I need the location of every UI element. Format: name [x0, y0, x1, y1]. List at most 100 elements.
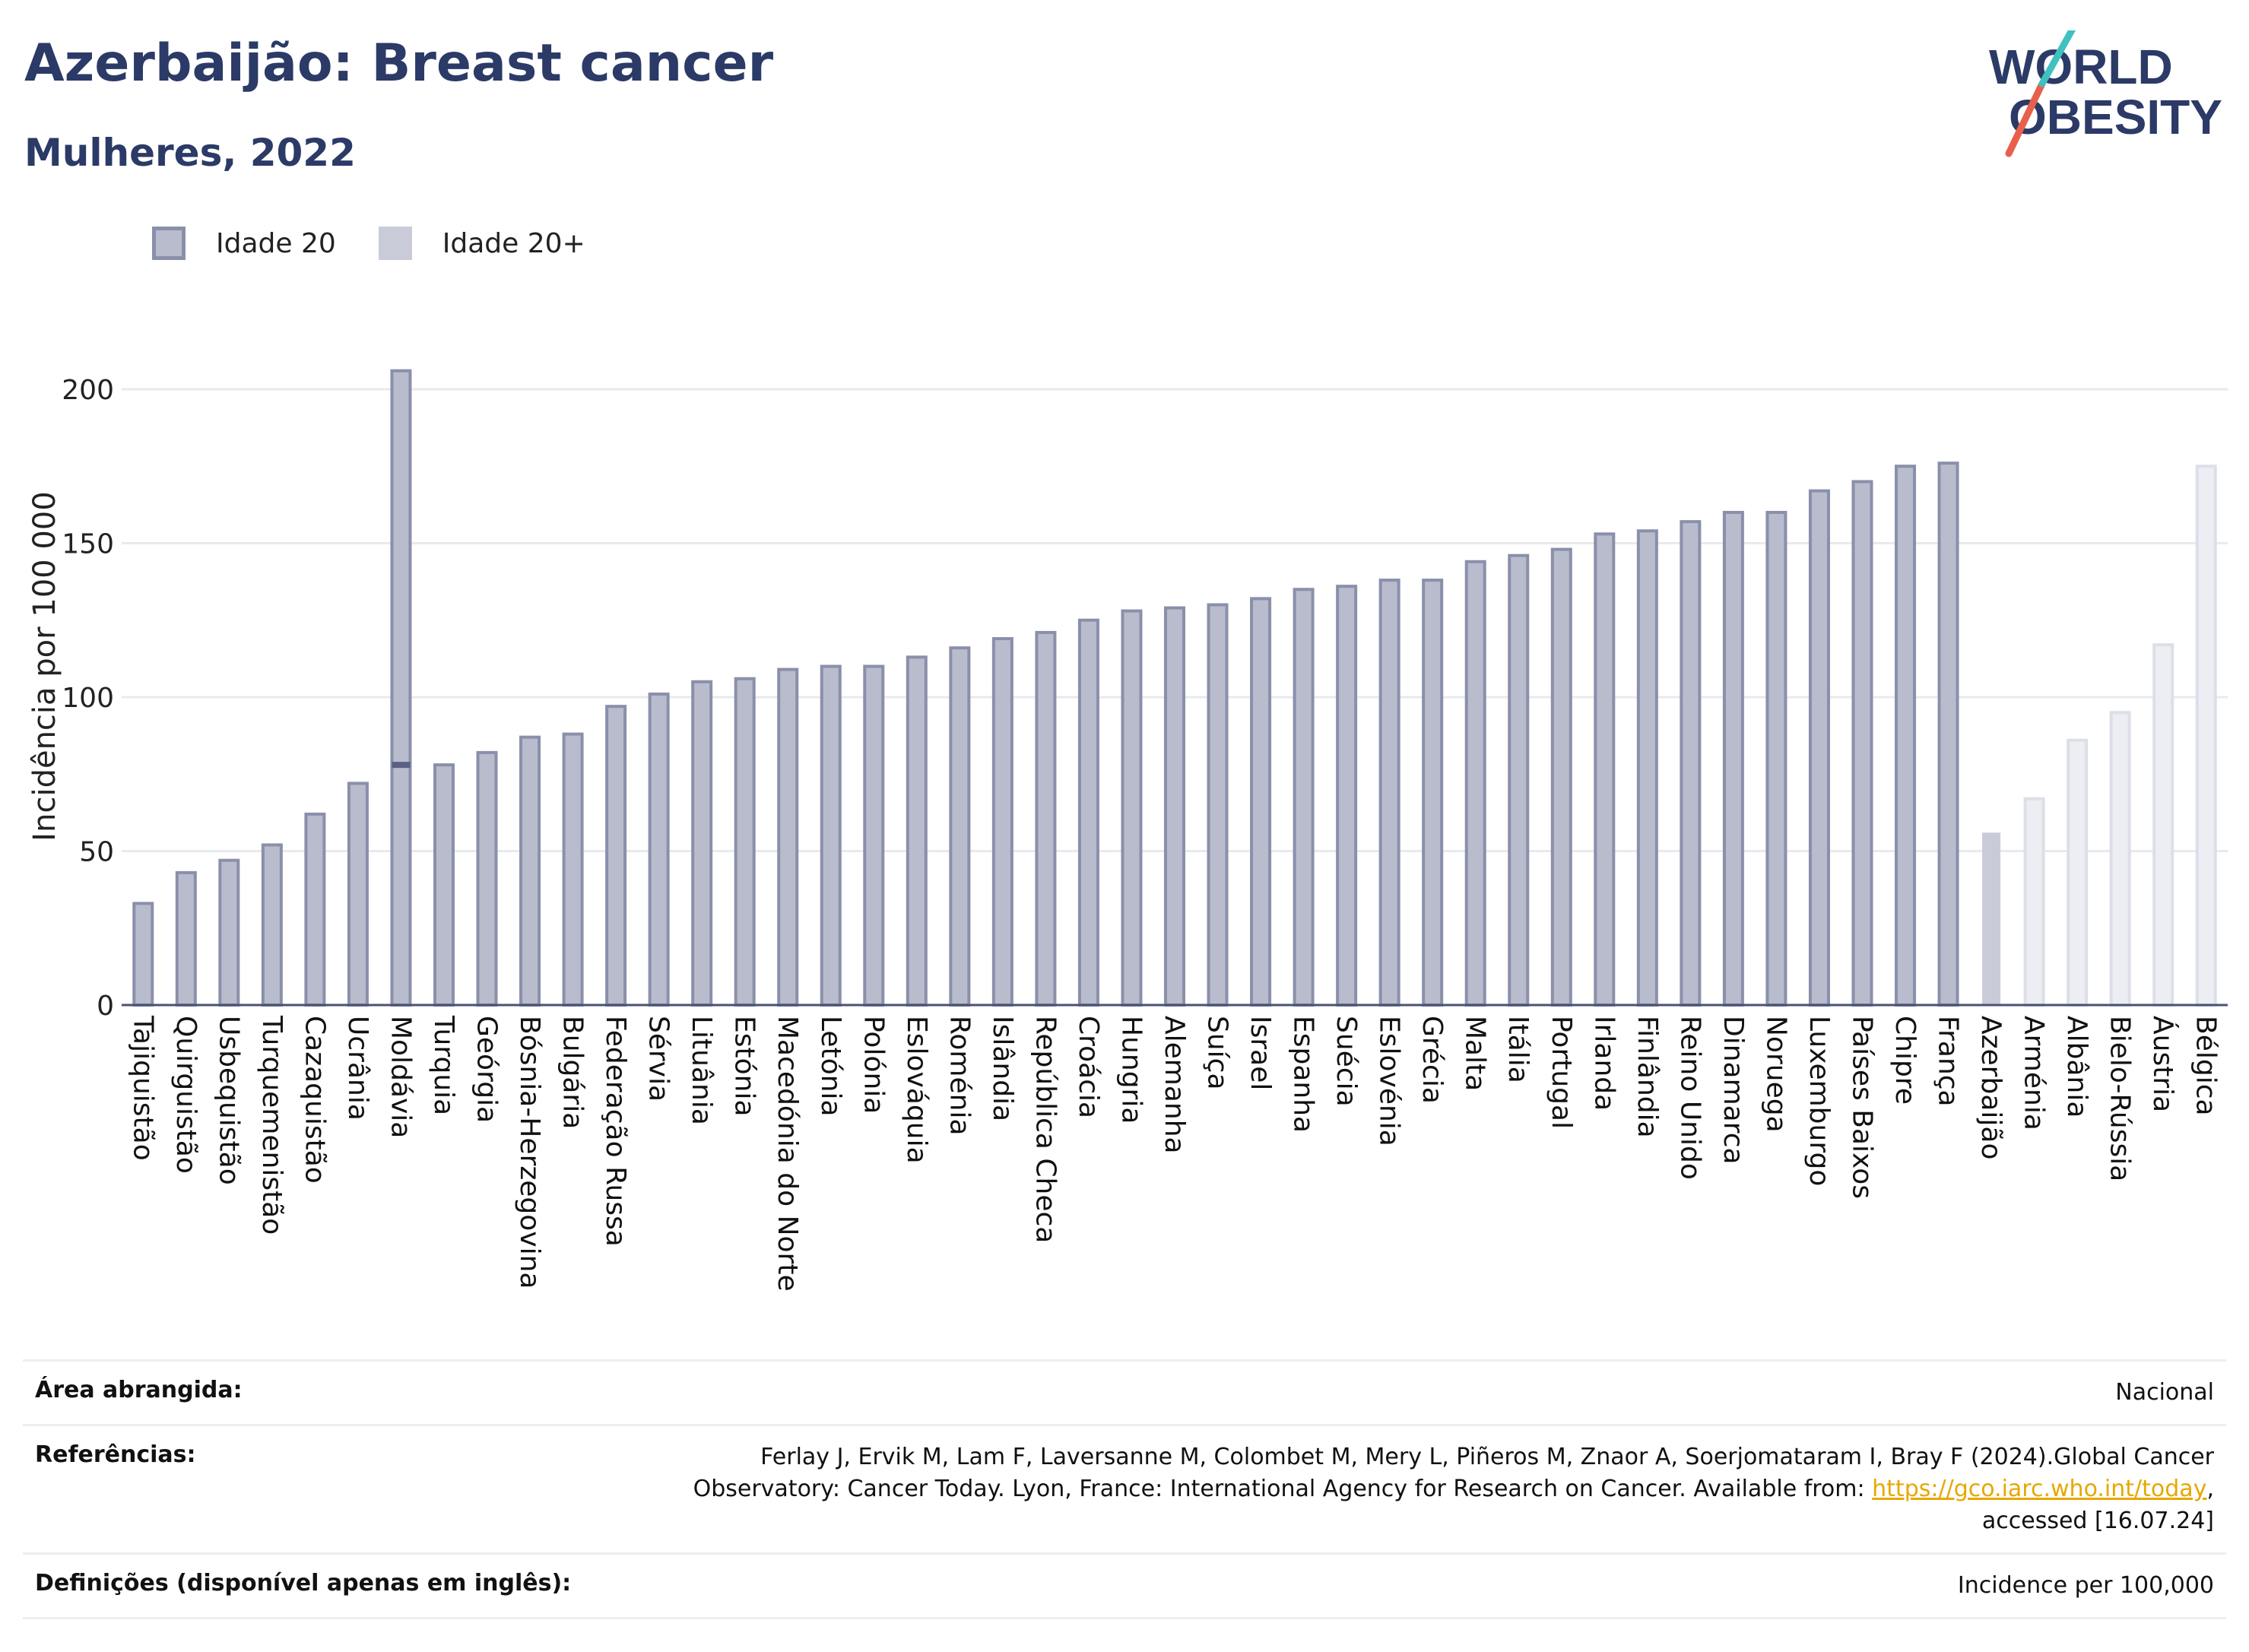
- bar-Itália: [1508, 553, 1530, 1007]
- bar-Turquia: [433, 763, 455, 1007]
- footer-value-references: Ferlay J, Ervik M, Lam F, Laversanne M, …: [655, 1441, 2214, 1537]
- marker-idade-20-Moldávia: [392, 762, 411, 769]
- bar-Estónia: [734, 677, 756, 1007]
- bar-Federação Russa: [605, 705, 627, 1007]
- bar-Bósnia-Herzegovina: [519, 735, 541, 1007]
- bar-Quirguistão: [175, 870, 197, 1007]
- bar-República Checa: [1035, 630, 1057, 1007]
- x-tick-label: Tajiquistão: [127, 1015, 158, 1161]
- bar-Azerbaijão: [1982, 832, 2001, 1005]
- bar-Albânia: [2067, 738, 2089, 1007]
- labels-layer: 0 50 100 150 200 Incidência por 100 000 Tajiqu…: [27, 375, 2222, 1292]
- x-tick-label: Irlanda: [1588, 1016, 1619, 1111]
- bar-Eslováquia: [906, 655, 928, 1007]
- x-tick-label: Cazaquistão: [299, 1016, 330, 1184]
- bar-Ucrânia: [347, 782, 369, 1007]
- bar-Áustria: [2152, 643, 2174, 1007]
- x-tick-label: Polónia: [858, 1016, 889, 1114]
- x-tick-label: Itália: [1502, 1016, 1534, 1083]
- bar-Polónia: [863, 664, 885, 1007]
- legend-item-idade-20[interactable]: Idade 20: [152, 227, 336, 260]
- legend-swatch-idade-20: [152, 227, 186, 260]
- y-tick-label: 0: [97, 991, 114, 1022]
- x-tick-label: Croácia: [1073, 1016, 1104, 1118]
- x-tick-label: Bulgária: [557, 1016, 588, 1129]
- bar-chart: 0 50 100 150 200 Incidência por 100 000 Tajiqu…: [27, 369, 2228, 1292]
- legend-item-idade-20-plus[interactable]: Idade 20+: [378, 227, 585, 260]
- logo-line1: WORLD: [1989, 40, 2173, 94]
- x-tick-label: Finlândia: [1632, 1016, 1663, 1138]
- footer-label-references: Referências:: [35, 1441, 196, 1468]
- bar-Noruega: [1765, 511, 1787, 1007]
- bar-Geórgia: [476, 750, 498, 1007]
- bar-Irlanda: [1594, 532, 1616, 1007]
- bar-Grécia: [1422, 579, 1444, 1007]
- bar-Países Baixos: [1851, 480, 1873, 1007]
- references-text: Ferlay J, Ervik M, Lam F, Laversanne M, …: [693, 1444, 2214, 1502]
- bar-Lituânia: [691, 680, 713, 1007]
- bar-Israel: [1250, 597, 1272, 1007]
- y-tick-label: 100: [62, 683, 114, 714]
- footer-row-area: Área abrangida: Nacional: [23, 1359, 2226, 1424]
- footer-value-area: Nacional: [2115, 1379, 2214, 1406]
- x-tick-label: Albânia: [2061, 1016, 2092, 1118]
- page-subtitle: Mulheres, 2022: [24, 131, 356, 175]
- logo-slash-red: [2005, 80, 2046, 157]
- x-tick-label: Bielo-Rússia: [2105, 1016, 2136, 1181]
- footer-label-area: Área abrangida:: [35, 1377, 243, 1403]
- x-tick-label: Países Baixos: [1846, 1016, 1877, 1199]
- x-tick-label: Bósnia-Herzegovina: [514, 1016, 545, 1289]
- bar-Cazaquistão: [304, 812, 326, 1007]
- bar-França: [1937, 461, 1959, 1007]
- x-tick-label: Chipre: [1889, 1016, 1921, 1105]
- x-tick-label: Portugal: [1546, 1016, 1577, 1129]
- bar-Malta: [1464, 560, 1486, 1007]
- bar-Bulgária: [562, 732, 584, 1007]
- x-tick-label: Roménia: [944, 1016, 975, 1136]
- legend-label-idade-20: Idade 20: [216, 227, 336, 259]
- bar-Dinamarca: [1722, 511, 1744, 1007]
- x-tick-label: Islândia: [987, 1016, 1018, 1121]
- x-tick-label: Federação Russa: [600, 1016, 631, 1247]
- x-tick-label: Reino Unido: [1674, 1016, 1705, 1180]
- y-tick-label: 50: [79, 837, 114, 868]
- x-tick-label: Espanha: [1288, 1016, 1319, 1133]
- x-tick-label: Estónia: [729, 1016, 760, 1117]
- bar-Bielo-Rússia: [2109, 711, 2131, 1007]
- x-tick-label: Azerbaijão: [1975, 1016, 2006, 1159]
- bar-Usbequistão: [218, 858, 240, 1007]
- bar-Suécia: [1336, 585, 1358, 1007]
- x-tick-label: Suíça: [1202, 1016, 1233, 1090]
- x-tick-label: Lituânia: [686, 1016, 717, 1125]
- x-tick-label: Geórgia: [471, 1016, 503, 1123]
- bar-Espanha: [1293, 588, 1315, 1007]
- x-tick-label: Alemanha: [1159, 1016, 1190, 1154]
- footer-row-definitions: Definições (disponível apenas em inglês)…: [23, 1552, 2226, 1619]
- legend-swatch-idade-20-plus: [378, 227, 412, 260]
- x-tick-label: Malta: [1460, 1016, 1491, 1091]
- x-tick-label: Moldávia: [385, 1016, 416, 1138]
- x-tick-label: Hungria: [1115, 1016, 1147, 1124]
- x-tick-label: Áustria: [2147, 1016, 2179, 1112]
- footer-row-references: Referências: Ferlay J, Ervik M, Lam F, L…: [23, 1424, 2226, 1552]
- bar-Turquemenistão: [261, 843, 283, 1007]
- footer-value-definitions: Incidence per 100,000: [1957, 1572, 2214, 1599]
- x-tick-label: Bélgica: [2190, 1016, 2222, 1116]
- footer-label-definitions: Definições (disponível apenas em inglês)…: [35, 1570, 572, 1597]
- bar-Macedónia do Norte: [777, 667, 799, 1007]
- bar-Portugal: [1550, 547, 1572, 1007]
- x-tick-label: Arménia: [2019, 1016, 2050, 1130]
- x-tick-label: Quirguistão: [170, 1016, 201, 1174]
- x-tick-label: República Checa: [1029, 1016, 1061, 1243]
- legend-label-idade-20-plus: Idade 20+: [442, 227, 585, 259]
- bar-Chipre: [1895, 465, 1917, 1007]
- x-tick-label: Dinamarca: [1718, 1016, 1749, 1165]
- references-link[interactable]: https://gco.iarc.who.int/today: [1872, 1476, 2207, 1502]
- bar-Alemanha: [1164, 606, 1185, 1007]
- logo-line2: OBESITY: [2009, 90, 2222, 144]
- bar-Finlândia: [1636, 529, 1658, 1007]
- x-tick-label: Suécia: [1331, 1016, 1362, 1107]
- bar-Arménia: [2023, 797, 2045, 1007]
- x-tick-label: Macedónia do Norte: [772, 1016, 803, 1292]
- references-suffix: , accessed [16.07.24]: [1981, 1476, 2214, 1534]
